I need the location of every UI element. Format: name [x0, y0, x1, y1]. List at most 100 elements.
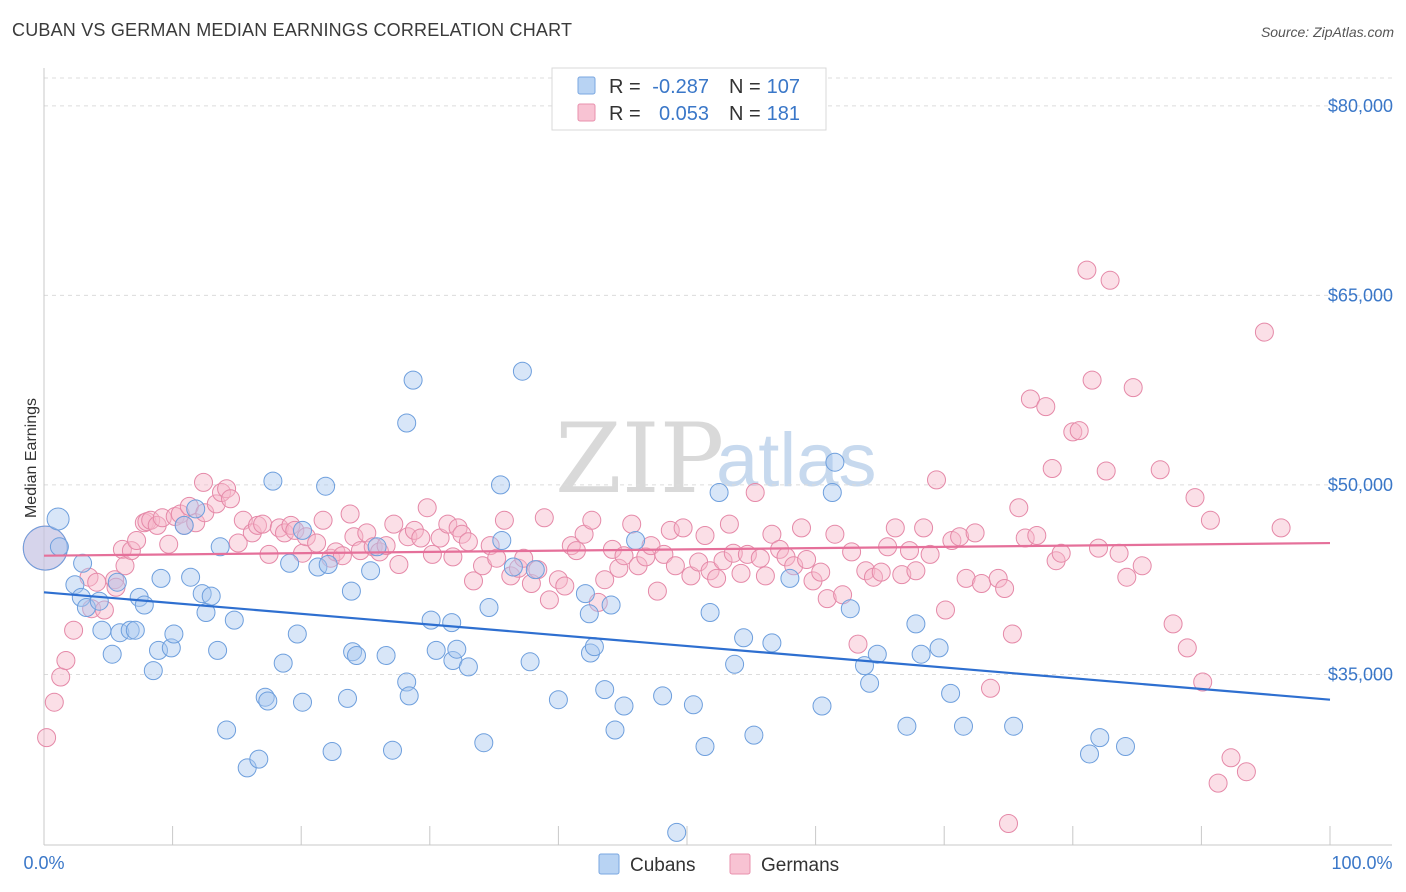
germans-point: [595, 570, 615, 590]
cubans-point: [361, 561, 381, 581]
germans-point: [892, 565, 912, 585]
cubans-point: [1080, 744, 1099, 764]
cubans-point: [224, 610, 244, 630]
germans-point: [1208, 773, 1228, 793]
chart-title: CUBAN VS GERMAN MEDIAN EARNINGS CORRELAT…: [12, 20, 573, 40]
y-tick-label: $65,000: [1328, 285, 1393, 305]
germans-point: [811, 562, 831, 582]
cubans-point: [840, 599, 860, 619]
stats-legend: R = -0.287 N = 107 R = 0.053 N = 181: [551, 67, 827, 131]
chart-source: Source: ZipAtlas.com: [1260, 24, 1394, 40]
germans-point: [622, 514, 642, 534]
cubans-point: [164, 624, 184, 644]
cubans-point: [287, 624, 307, 644]
cubans-point: [474, 733, 494, 753]
germans-point: [673, 518, 693, 538]
cubans-point: [120, 620, 140, 640]
cubans-point: [762, 633, 782, 653]
germans-point: [995, 579, 1015, 598]
germans-point: [647, 581, 667, 601]
germans-point: [1200, 510, 1220, 530]
cubans-point: [316, 476, 336, 496]
cubans-point: [525, 560, 545, 580]
germans-point: [1063, 422, 1083, 442]
germans-point: [719, 514, 739, 534]
cubans-point: [667, 822, 687, 842]
germans-point: [64, 620, 84, 640]
germans-point: [438, 514, 458, 534]
germans-point: [487, 548, 507, 568]
germans-trend-line: [43, 541, 1331, 557]
germans-point: [539, 590, 559, 610]
cubans-point: [338, 688, 357, 708]
germans-point: [1036, 397, 1056, 417]
germans-point: [745, 483, 765, 502]
germans-point: [1150, 460, 1170, 480]
cubans-point: [46, 507, 70, 531]
germans-point: [871, 562, 891, 582]
cubans-point: [208, 640, 228, 660]
germans-point: [1002, 624, 1022, 644]
cubans-point: [548, 690, 568, 710]
germans-point: [1042, 459, 1062, 478]
cubans-point: [426, 640, 446, 660]
germans-point: [1185, 488, 1205, 508]
germans-point: [452, 524, 472, 544]
germans-point: [296, 527, 316, 547]
germans-point: [464, 571, 483, 591]
cubans-point: [125, 620, 145, 640]
germans-point: [105, 570, 125, 590]
germans-point: [422, 544, 442, 564]
germans-point: [384, 514, 404, 534]
germans-point: [448, 518, 468, 538]
cubans-point: [322, 742, 342, 761]
germans-point: [281, 515, 301, 535]
germans-point: [920, 544, 940, 564]
germans-point: [1117, 567, 1137, 587]
germans-point: [307, 533, 327, 553]
cubans-point: [397, 413, 417, 433]
germans-point: [1271, 518, 1291, 538]
legend-r-value-cubans: -0.287: [652, 76, 709, 98]
cubans-point: [421, 610, 441, 630]
germans-point: [965, 523, 985, 543]
germans-point: [825, 524, 845, 544]
germans-point: [981, 678, 1000, 698]
cubans-point: [376, 646, 396, 665]
germans-point: [914, 518, 934, 538]
germans-point: [1051, 543, 1071, 563]
germans-point: [1163, 614, 1183, 634]
germans-point: [159, 534, 179, 554]
germans-point: [972, 574, 991, 593]
germans-point: [1082, 370, 1102, 390]
cubans-point: [941, 683, 961, 703]
legend-n-label-cubans: N =: [729, 76, 761, 98]
germans-point: [87, 572, 107, 592]
y-axis-label: Median Earnings: [23, 398, 40, 518]
cubans-point: [512, 361, 532, 381]
germans-point: [494, 510, 514, 530]
cubans-point: [812, 696, 832, 716]
cubans-point: [181, 567, 201, 587]
cubans-point: [447, 639, 467, 659]
legend-r-label-cubans: R =: [609, 76, 641, 98]
cubans-point: [822, 483, 842, 502]
stats-legend-box: [551, 67, 827, 131]
cubans-point: [503, 557, 523, 577]
cubans-point: [1004, 716, 1024, 736]
cubans-point: [867, 644, 887, 664]
germans-point: [927, 470, 946, 490]
germans-point: [127, 531, 147, 550]
y-tick-label: $50,000: [1328, 475, 1393, 495]
cubans-point: [520, 652, 540, 672]
germans-point: [206, 494, 226, 514]
germans-point: [1020, 389, 1040, 409]
cubans-point: [255, 687, 275, 707]
germans-point: [344, 527, 364, 547]
germans-point: [1236, 762, 1256, 782]
cubans-point: [1116, 737, 1135, 756]
legend-swatch-germans: [577, 103, 596, 122]
germans-point: [614, 546, 634, 566]
cubans-point: [143, 661, 163, 681]
